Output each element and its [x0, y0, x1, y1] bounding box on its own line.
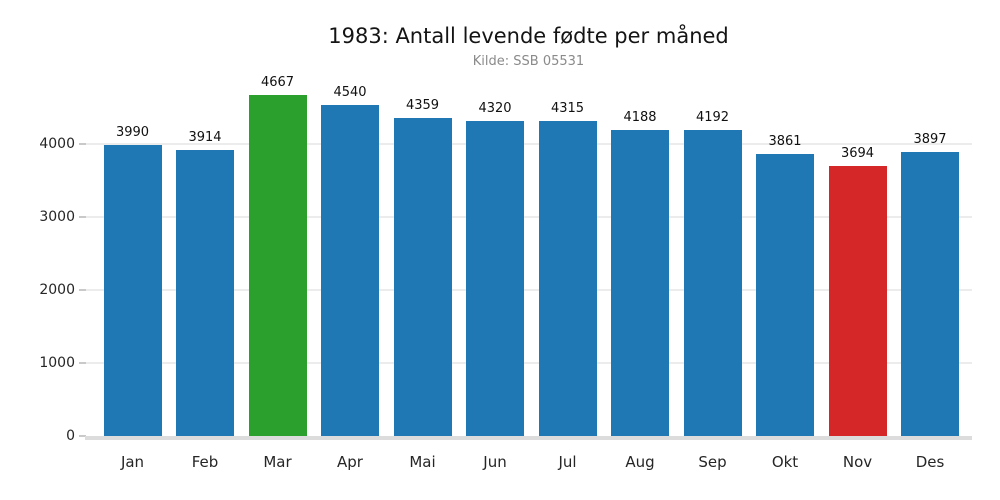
bar-value-label-des: 3897 [913, 131, 947, 147]
chart-title: 1983: Antall levende fødte per måned [328, 24, 729, 48]
x-tick-label-mar: Mar [263, 453, 292, 471]
gridline-y-3000 [85, 216, 972, 218]
bar-mai [393, 117, 452, 436]
y-tick-mark [79, 143, 86, 145]
y-tick-label: 2000 [39, 282, 75, 298]
bar-jun [466, 120, 524, 436]
x-tick-label-sep: Sep [698, 453, 727, 471]
bar-value-label-sep: 4192 [695, 109, 730, 125]
y-tick-mark [79, 435, 86, 437]
bar-value-label-apr: 4540 [333, 84, 367, 100]
bar-okt [756, 154, 814, 436]
bar-aug [611, 130, 669, 436]
x-tick-label-jan: Jan [120, 453, 145, 471]
bar-value-label-jan: 3990 [115, 124, 150, 140]
gridline-y-4000 [85, 143, 972, 145]
bar-value-label-jun: 4320 [478, 100, 512, 116]
x-tick-label-feb: Feb [191, 453, 219, 471]
bar-apr [321, 104, 379, 436]
gridline-y-2000 [85, 289, 972, 291]
bar-value-label-jul: 4315 [550, 101, 585, 116]
bar-sep [683, 129, 742, 436]
bar-value-label-feb: 3914 [188, 130, 222, 146]
y-tick-mark [79, 216, 86, 218]
y-tick-mark [79, 289, 86, 291]
x-tick-label-aug: Aug [625, 453, 655, 471]
y-tick-label: 0 [66, 428, 75, 444]
x-tick-label-jun: Jun [483, 453, 507, 471]
bar-nov [828, 166, 887, 436]
x-tick-label-mai: Mai [409, 453, 436, 471]
bar-value-label-nov: 3694 [840, 146, 875, 162]
bar-mar [248, 95, 307, 436]
bar-feb [176, 150, 234, 436]
y-tick-mark [79, 362, 86, 364]
bar-des [901, 151, 959, 436]
x-tick-label-des: Des [915, 453, 945, 471]
x-axis-baseline [85, 436, 972, 440]
chart-subtitle: Kilde: SSB 05531 [472, 54, 585, 69]
y-tick-label: 1000 [39, 355, 75, 371]
y-tick-label: 3000 [39, 209, 75, 225]
x-tick-label-nov: Nov [842, 453, 873, 471]
y-tick-label: 4000 [39, 136, 75, 152]
bar-value-label-mar: 4667 [260, 75, 295, 91]
x-tick-label-okt: Okt [771, 453, 799, 471]
x-tick-label-apr: Apr [337, 453, 363, 471]
bar-jan [103, 144, 162, 436]
bar-value-label-mai: 4359 [405, 97, 440, 113]
bar-value-label-okt: 3861 [768, 134, 802, 150]
x-tick-label-jul: Jul [558, 453, 577, 471]
bar-value-label-aug: 4188 [623, 110, 657, 126]
gridline-y-1000 [85, 362, 972, 364]
bar-jul [538, 121, 597, 436]
